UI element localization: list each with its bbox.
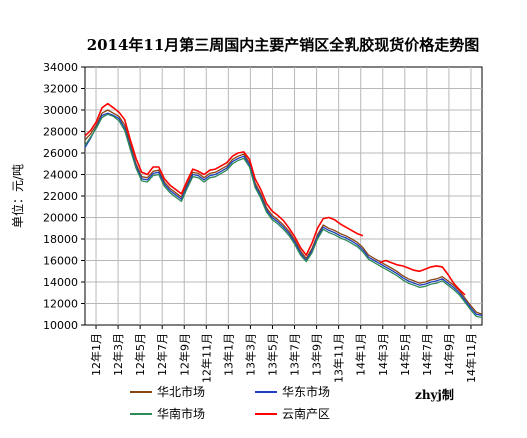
y-tick-label: 14000: [43, 276, 78, 289]
x-tick-label: 13年7月: [288, 333, 302, 376]
y-tick-label: 34000: [43, 61, 78, 74]
y-tick-label: 16000: [43, 255, 78, 268]
x-tick-label: 12年1月: [89, 333, 103, 376]
grid-layer: [84, 66, 483, 326]
x-tick-label: 13年9月: [310, 333, 324, 376]
legend-label: 华北市场: [157, 384, 205, 399]
x-tick-label: 13年1月: [221, 333, 235, 376]
y-tick-label: 32000: [43, 83, 78, 96]
y-tick-label: 22000: [43, 190, 78, 203]
y-tick-label: 28000: [43, 126, 78, 139]
x-tick-label: 12年7月: [155, 333, 169, 376]
legend-label: 华东市场: [282, 384, 330, 399]
series-line-4: [84, 102, 466, 296]
x-tick-label: 13年11月: [332, 333, 346, 383]
credit-label: zhyj制: [415, 387, 454, 402]
x-tick-label: 14年11月: [464, 333, 478, 383]
x-tick-label: 12年11月: [199, 333, 213, 383]
series-line-3: [84, 113, 483, 319]
series-line-2: [84, 112, 483, 316]
x-tick-label: 14年9月: [442, 333, 456, 376]
chart-title: 2014年11月第三周国内主要产销区全乳胶现货价格走势图: [87, 36, 480, 54]
y-tick-label: 20000: [43, 212, 78, 225]
x-tick-label: 14年7月: [420, 333, 434, 376]
x-tick-label: 13年5月: [265, 333, 279, 376]
y-tick-label: 24000: [43, 169, 78, 182]
axis-layer: 34000 32000 30000 28000 26000 24000 22000 20000…: [43, 61, 478, 383]
x-tick-label: 12年3月: [111, 333, 125, 376]
y-axis-label: 单位：元/吨: [10, 164, 25, 228]
legend-label: 华南市场: [157, 406, 205, 421]
y-tick-label: 10000: [43, 319, 78, 332]
x-tick-label: 14年3月: [376, 333, 390, 376]
y-tick-label: 18000: [43, 233, 78, 246]
y-tick-label: 30000: [43, 104, 78, 117]
x-tick-label: 14年1月: [354, 333, 368, 376]
legend-label: 云南产区: [282, 406, 330, 421]
series-line-1: [84, 109, 483, 315]
y-tick-label: 26000: [43, 147, 78, 160]
x-tick-label: 14年5月: [398, 333, 412, 376]
y-tick-label: 12000: [43, 298, 78, 311]
series-layer: [84, 102, 483, 319]
x-tick-label: 12年5月: [133, 333, 147, 376]
x-tick-label: 13年3月: [243, 333, 257, 376]
x-tick-label: 12年9月: [177, 333, 191, 376]
